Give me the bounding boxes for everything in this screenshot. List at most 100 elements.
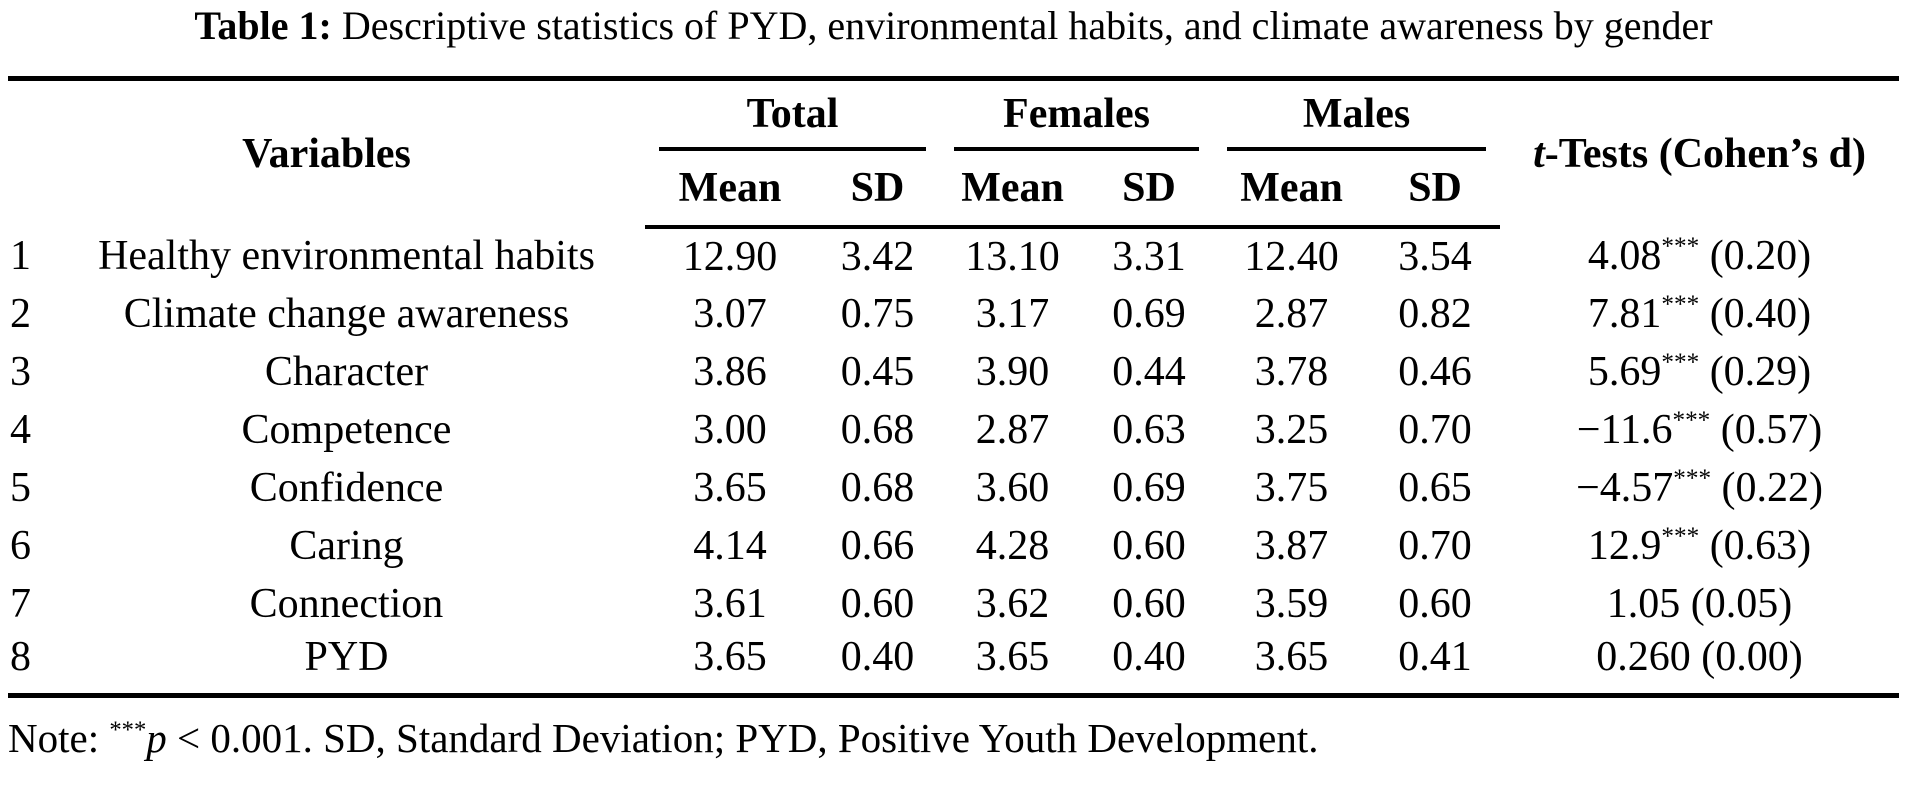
ttests-column-header: t-Tests (Cohen’s d) bbox=[1500, 79, 1899, 228]
cell-total-mean: 3.65 bbox=[693, 465, 767, 511]
cell-females-sd: 3.31 bbox=[1112, 234, 1186, 280]
table-row: 7 Connection 3.61 0.60 3.62 0.60 3.59 0.60 1.05 … bbox=[8, 575, 1899, 633]
group-header-males: Males bbox=[1213, 79, 1500, 151]
cell-row-number: 4 bbox=[10, 407, 31, 453]
table-row: 3 Character 3.86 0.45 3.90 0.44 3.78 0.46 5.69**… bbox=[8, 343, 1899, 401]
descriptive-statistics-table: Variables Total Females Males bbox=[8, 76, 1900, 698]
cell-ttest-cohens-d: 1.05 (0.05) bbox=[1606, 581, 1793, 627]
footnote-rest: < 0.001. SD, Standard Deviation; PYD, Po… bbox=[166, 715, 1319, 761]
table-footnote: Note: ***p < 0.001. SD, Standard Deviati… bbox=[8, 714, 1899, 762]
cell-row-number: 2 bbox=[10, 291, 31, 337]
table-row: 1 Healthy environmental habits 12.90 3.42 13… bbox=[8, 227, 1899, 285]
group-header-total: Total bbox=[645, 79, 940, 151]
cell-total-sd: 0.68 bbox=[840, 407, 915, 453]
table-caption-label: Table 1: bbox=[194, 3, 332, 48]
cell-total-sd: 0.75 bbox=[840, 291, 915, 337]
cell-ttest-cohens-d: 5.69*** (0.29) bbox=[1587, 349, 1812, 395]
cell-variable-name: Character bbox=[264, 349, 429, 395]
cell-males-sd: 0.41 bbox=[1370, 633, 1501, 698]
cell-total-mean: 3.61 bbox=[693, 581, 767, 627]
cell-males-mean: 3.65 bbox=[1213, 633, 1371, 698]
cell-males-mean: 3.75 bbox=[1254, 465, 1329, 511]
group-header-males-label: Males bbox=[1302, 91, 1411, 137]
footnote-p-symbol: p bbox=[146, 715, 167, 761]
cell-total-sd: 0.40 bbox=[815, 633, 941, 698]
cell-females-sd: 0.69 bbox=[1112, 291, 1186, 337]
cell-males-mean: 3.78 bbox=[1254, 349, 1329, 395]
cell-males-mean: 12.40 bbox=[1244, 234, 1339, 280]
cell-females-mean: 2.87 bbox=[975, 407, 1050, 453]
cell-row-number: 7 bbox=[10, 581, 31, 627]
cell-variable-name: Connection bbox=[249, 581, 444, 627]
cell-total-sd: 0.45 bbox=[840, 349, 915, 395]
table-caption-text: Descriptive statistics of PYD, environme… bbox=[331, 3, 1713, 48]
group-header-males-underline: Males bbox=[1227, 81, 1487, 151]
cell-variable-name: Healthy environmental habits bbox=[98, 233, 595, 279]
cell-males-mean: 3.25 bbox=[1254, 407, 1329, 453]
table-row: 8 PYD 3.65 0.40 3.65 0.40 3.65 0.41 0.260 (0.00) bbox=[8, 633, 1900, 698]
cell-males-sd: 0.70 bbox=[1398, 523, 1472, 569]
cell-males-mean: 3.87 bbox=[1254, 523, 1329, 569]
group-header-females: Females bbox=[940, 79, 1213, 151]
group-header-total-underline: Total bbox=[659, 81, 927, 151]
cell-males-sd: 0.60 bbox=[1398, 581, 1472, 627]
cell-females-sd: 0.60 bbox=[1112, 523, 1186, 569]
table-body: 1 Healthy environmental habits 12.90 3.42 13… bbox=[8, 227, 1900, 698]
ttests-header-t: t bbox=[1533, 131, 1545, 177]
table-row: 5 Confidence 3.65 0.68 3.60 0.69 3.75 0.65 −4.57… bbox=[8, 459, 1899, 517]
cell-ttest-cohens-d: 4.08*** (0.20) bbox=[1587, 233, 1812, 279]
subheader-males-sd: SD bbox=[1370, 151, 1501, 229]
cell-females-sd: 0.60 bbox=[1112, 581, 1186, 627]
cell-females-mean: 3.65 bbox=[940, 633, 1086, 698]
cell-males-sd: 3.54 bbox=[1398, 234, 1472, 280]
subheader-females-mean: Mean bbox=[940, 151, 1086, 229]
group-header-total-label: Total bbox=[746, 91, 839, 137]
cell-total-mean: 3.07 bbox=[693, 291, 767, 337]
cell-total-sd: 3.42 bbox=[840, 234, 915, 280]
cell-total-mean: 3.86 bbox=[693, 349, 767, 395]
cell-variable-name: Confidence bbox=[249, 465, 444, 511]
cell-ttest-cohens-d: 0.260 (0.00) bbox=[1500, 633, 1900, 698]
cell-ttest-cohens-d: 7.81*** (0.40) bbox=[1587, 291, 1812, 337]
cell-row-number: 8 bbox=[8, 633, 48, 698]
cell-total-mean: 3.65 bbox=[645, 633, 815, 698]
subheader-males-mean: Mean bbox=[1213, 151, 1371, 229]
cell-total-sd: 0.68 bbox=[840, 465, 915, 511]
cell-ttest-cohens-d: −11.6*** (0.57) bbox=[1576, 407, 1823, 453]
cell-variable-name: Climate change awareness bbox=[123, 291, 570, 337]
cell-females-mean: 13.10 bbox=[965, 234, 1060, 280]
significance-stars: *** bbox=[1661, 349, 1700, 376]
cell-total-sd: 0.60 bbox=[840, 581, 915, 627]
cell-total-mean: 3.00 bbox=[693, 407, 767, 453]
table-row: 6 Caring 4.14 0.66 4.28 0.60 3.87 0.70 12.9*** (… bbox=[8, 517, 1899, 575]
significance-stars: *** bbox=[1661, 291, 1700, 318]
table-row: 2 Climate change awareness 3.07 0.75 3.17 0.6… bbox=[8, 285, 1899, 343]
significance-stars: *** bbox=[1661, 233, 1700, 260]
cell-ttest-cohens-d: 12.9*** (0.63) bbox=[1587, 523, 1812, 569]
significance-stars: *** bbox=[1672, 407, 1711, 434]
table-row: 4 Competence 3.00 0.68 2.87 0.63 3.25 0.70 −11.6… bbox=[8, 401, 1899, 459]
cell-row-number: 5 bbox=[10, 465, 31, 511]
group-header-females-underline: Females bbox=[954, 81, 1200, 151]
cell-males-sd: 0.46 bbox=[1398, 349, 1472, 395]
significance-stars: *** bbox=[1673, 465, 1712, 492]
cell-females-sd: 0.63 bbox=[1112, 407, 1186, 453]
variables-column-header: Variables bbox=[242, 131, 411, 177]
subheader-females-sd: SD bbox=[1085, 151, 1214, 229]
cell-row-number: 1 bbox=[10, 233, 31, 279]
table-caption: Table 1: Descriptive statistics of PYD, … bbox=[0, 0, 1907, 50]
cell-ttest-cohens-d: −4.57*** (0.22) bbox=[1576, 465, 1824, 511]
table-header: Variables Total Females Males bbox=[8, 79, 1899, 229]
cell-females-sd: 0.69 bbox=[1112, 465, 1186, 511]
cell-variable-name: Competence bbox=[241, 407, 452, 453]
subheader-total-mean: Mean bbox=[645, 151, 815, 229]
cell-variable-name: Caring bbox=[289, 523, 404, 569]
cell-females-mean: 3.17 bbox=[975, 291, 1050, 337]
spanner-header-row: Variables Total Females Males bbox=[8, 79, 1899, 177]
footnote-significance-stars: *** bbox=[109, 716, 147, 744]
cell-males-sd: 0.70 bbox=[1398, 407, 1472, 453]
cell-total-mean: 12.90 bbox=[682, 234, 778, 280]
cell-males-sd: 0.82 bbox=[1398, 291, 1472, 337]
cell-females-mean: 3.62 bbox=[975, 581, 1050, 627]
